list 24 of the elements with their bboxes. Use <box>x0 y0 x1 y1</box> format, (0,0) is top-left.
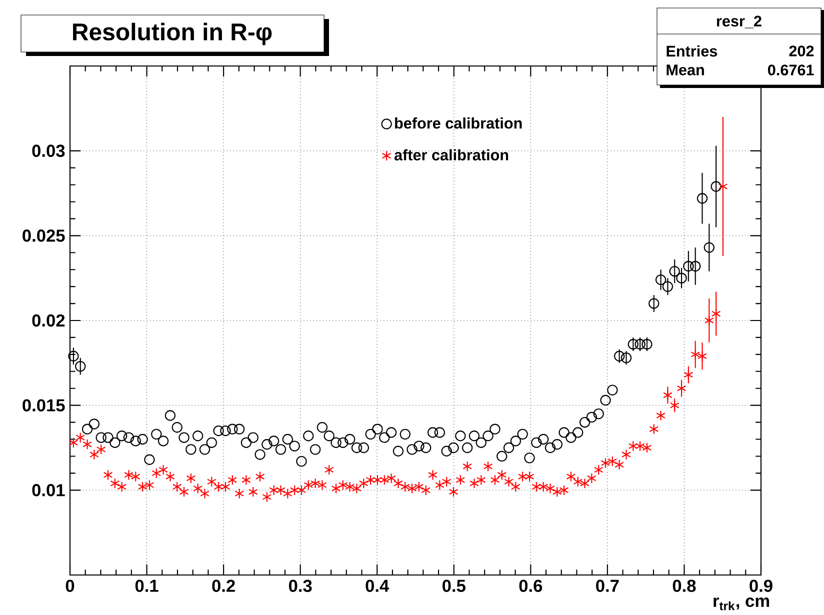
y-tick-label: 0.02 <box>32 314 65 327</box>
chart-title: Resolution in R-φ <box>73 22 272 46</box>
y-tick-label: 0.015 <box>22 399 65 412</box>
x-tick-label: 0.6 <box>519 580 542 592</box>
y-tick-label: 0.03 <box>32 144 65 158</box>
x-tick-label: 0.9 <box>750 580 772 592</box>
x-axis-title: r$_{trk}$, cm <box>714 598 770 610</box>
y-tick-label: 0.01 <box>32 484 65 496</box>
legend-label: before calibration <box>395 118 522 129</box>
x-tick-label: 0.3 <box>288 580 312 592</box>
annotation: Mean <box>666 64 704 76</box>
x-tick-label: 0.1 <box>135 580 158 592</box>
x-tick-label: 0.8 <box>672 580 696 592</box>
text: resr_2 <box>716 16 762 28</box>
y-tick-label: 0.025 <box>22 230 65 242</box>
text: Entries <box>666 46 718 57</box>
text: 202 <box>789 46 814 57</box>
x-tick-label: 0.4 <box>366 580 390 592</box>
text: 0.6761 <box>768 64 814 76</box>
x-tick-label: 0.7 <box>596 580 619 592</box>
legend-label: after calibration <box>394 149 508 161</box>
x-tick-label: 0.5 <box>442 580 466 592</box>
x-tick-label: 0 <box>66 580 74 592</box>
x-tick-label: 0.2 <box>212 580 235 592</box>
